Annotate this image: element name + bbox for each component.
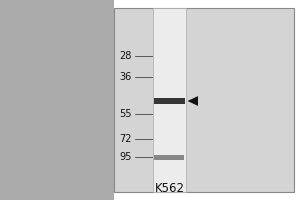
- Bar: [154, 98, 185, 104]
- Bar: [0, 0, 114, 200]
- Bar: [153, 8, 186, 192]
- Text: 36: 36: [120, 72, 132, 82]
- Polygon shape: [188, 96, 198, 106]
- Text: 28: 28: [120, 51, 132, 61]
- Text: 72: 72: [119, 134, 132, 144]
- Text: K562: K562: [154, 182, 184, 194]
- Bar: [114, 8, 294, 192]
- Bar: [154, 154, 184, 160]
- Text: 55: 55: [119, 109, 132, 119]
- Text: 95: 95: [120, 152, 132, 162]
